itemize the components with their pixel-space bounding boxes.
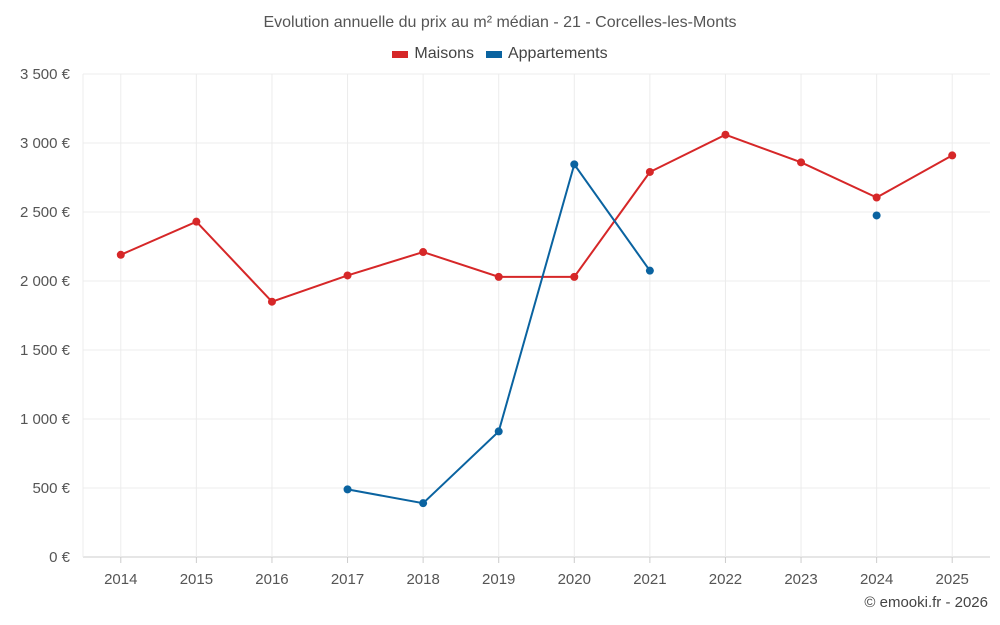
data-point-maisons-2015 — [192, 217, 201, 226]
y-tick-label: 3 500 € — [20, 66, 71, 83]
y-tick-label: 1 000 € — [20, 411, 71, 428]
data-point-appartements-2019 — [494, 427, 503, 436]
x-tick-label: 2019 — [482, 571, 515, 588]
data-point-maisons-2020 — [570, 272, 579, 281]
series-line-maisons — [120, 133, 953, 303]
legend-swatch-maisons — [392, 50, 409, 58]
x-tick-label: 2016 — [255, 571, 288, 588]
legend-label-maisons: Maisons — [414, 45, 474, 62]
chart-title: Evolution annuelle du prix au m² médian … — [263, 14, 737, 31]
y-tick-label: 0 € — [49, 549, 71, 566]
data-point-appartements-2017 — [343, 485, 352, 494]
data-point-maisons-2019 — [494, 272, 503, 281]
data-point-maisons-2025 — [948, 151, 957, 160]
data-point-appartements-2020 — [570, 160, 579, 169]
data-point-maisons-2021 — [645, 167, 654, 176]
legend-swatch-appartements — [485, 50, 502, 58]
y-tick-label: 3 000 € — [20, 135, 71, 152]
x-tick-label: 2021 — [633, 571, 666, 588]
x-tick-label: 2014 — [104, 571, 137, 588]
x-tick-label: 2015 — [180, 571, 213, 588]
chart-legend: Maisons Appartements — [0, 45, 1000, 63]
data-point-maisons-2017 — [343, 271, 352, 280]
legend-item-maisons[interactable]: Maisons — [392, 45, 474, 63]
credit-text: © emooki.fr - 2026 — [864, 594, 988, 611]
data-point-appartements-2021 — [645, 266, 654, 275]
x-tick-label: 2025 — [936, 571, 969, 588]
x-tick-label: 2023 — [784, 571, 817, 588]
data-point-maisons-2014 — [116, 250, 125, 259]
y-tick-label: 500 € — [32, 480, 70, 497]
data-point-maisons-2018 — [419, 248, 428, 257]
y-tick-label: 1 500 € — [20, 342, 71, 359]
data-point-maisons-2022 — [721, 130, 730, 139]
data-point-appartements-2024 — [872, 211, 881, 220]
x-tick-label: 2022 — [709, 571, 742, 588]
x-tick-label: 2017 — [331, 571, 364, 588]
legend-label-appartements: Appartements — [507, 45, 608, 62]
data-point-maisons-2024 — [872, 193, 881, 202]
data-point-maisons-2023 — [797, 158, 806, 167]
x-tick-label: 2024 — [860, 571, 893, 588]
y-tick-label: 2 000 € — [20, 273, 71, 290]
x-tick-label: 2018 — [406, 571, 439, 588]
data-point-maisons-2016 — [267, 297, 276, 306]
y-tick-label: 2 500 € — [20, 204, 71, 221]
legend-item-appartements[interactable]: Appartements — [485, 45, 608, 63]
data-point-appartements-2018 — [419, 499, 428, 508]
x-tick-label: 2020 — [558, 571, 591, 588]
